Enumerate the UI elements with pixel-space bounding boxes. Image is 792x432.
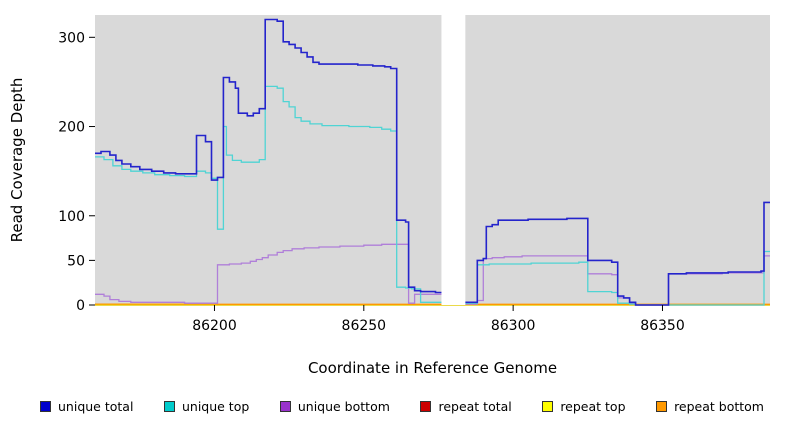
- y-tick-label: 100: [58, 209, 85, 225]
- legend-item: unique top: [163, 399, 250, 414]
- legend-swatch-repeat-total: [420, 401, 432, 412]
- legend-swatch-repeat-bottom: [656, 401, 668, 412]
- x-tick-label: 86200: [192, 318, 237, 334]
- legend: unique total unique top unique bottom repea…: [0, 399, 792, 414]
- y-tick-label: 0: [76, 298, 85, 314]
- legend-swatch-unique-total: [40, 401, 51, 412]
- plot-background: [95, 15, 770, 305]
- masked-region: [441, 12, 466, 305]
- y-axis-label: Read Coverage Depth: [8, 78, 26, 243]
- legend-item: repeat top: [542, 399, 626, 414]
- plot-svg: 86200 86250 86300 86350 0 50 100 200 300 Read Co…: [8, 12, 770, 334]
- legend-label: unique top: [181, 399, 250, 414]
- x-tick-label: 86300: [491, 318, 536, 334]
- legend-label: repeat top: [560, 399, 626, 414]
- x-tick-label: 86350: [640, 318, 685, 334]
- legend-swatch-unique-bottom: [279, 401, 291, 412]
- legend-label: unique total: [58, 399, 134, 414]
- x-tick-label: 86250: [342, 318, 387, 334]
- legend-label: unique bottom: [297, 399, 390, 414]
- coverage-chart: 86200 86250 86300 86350 0 50 100 200 300 Read Co…: [8, 12, 770, 334]
- legend-item: unique total: [40, 399, 133, 414]
- legend-swatch-repeat-top: [542, 401, 554, 412]
- y-tick-label: 300: [58, 30, 85, 46]
- series-unique-top: [95, 85, 770, 306]
- y-tick-label: 50: [67, 253, 85, 269]
- legend-label: repeat bottom: [674, 399, 764, 414]
- legend-item: unique bottom: [279, 399, 390, 414]
- legend-item: repeat total: [420, 399, 512, 414]
- x-axis-label: Coordinate in Reference Genome: [307, 359, 558, 377]
- legend-item: repeat bottom: [656, 399, 764, 414]
- series-unique-total: [95, 18, 770, 306]
- plot-layers: 86200 86250 86300 86350 0 50 100 200 300: [58, 12, 770, 334]
- legend-swatch-unique-top: [163, 401, 175, 412]
- legend-label: repeat total: [438, 399, 512, 414]
- y-tick-label: 200: [58, 120, 85, 136]
